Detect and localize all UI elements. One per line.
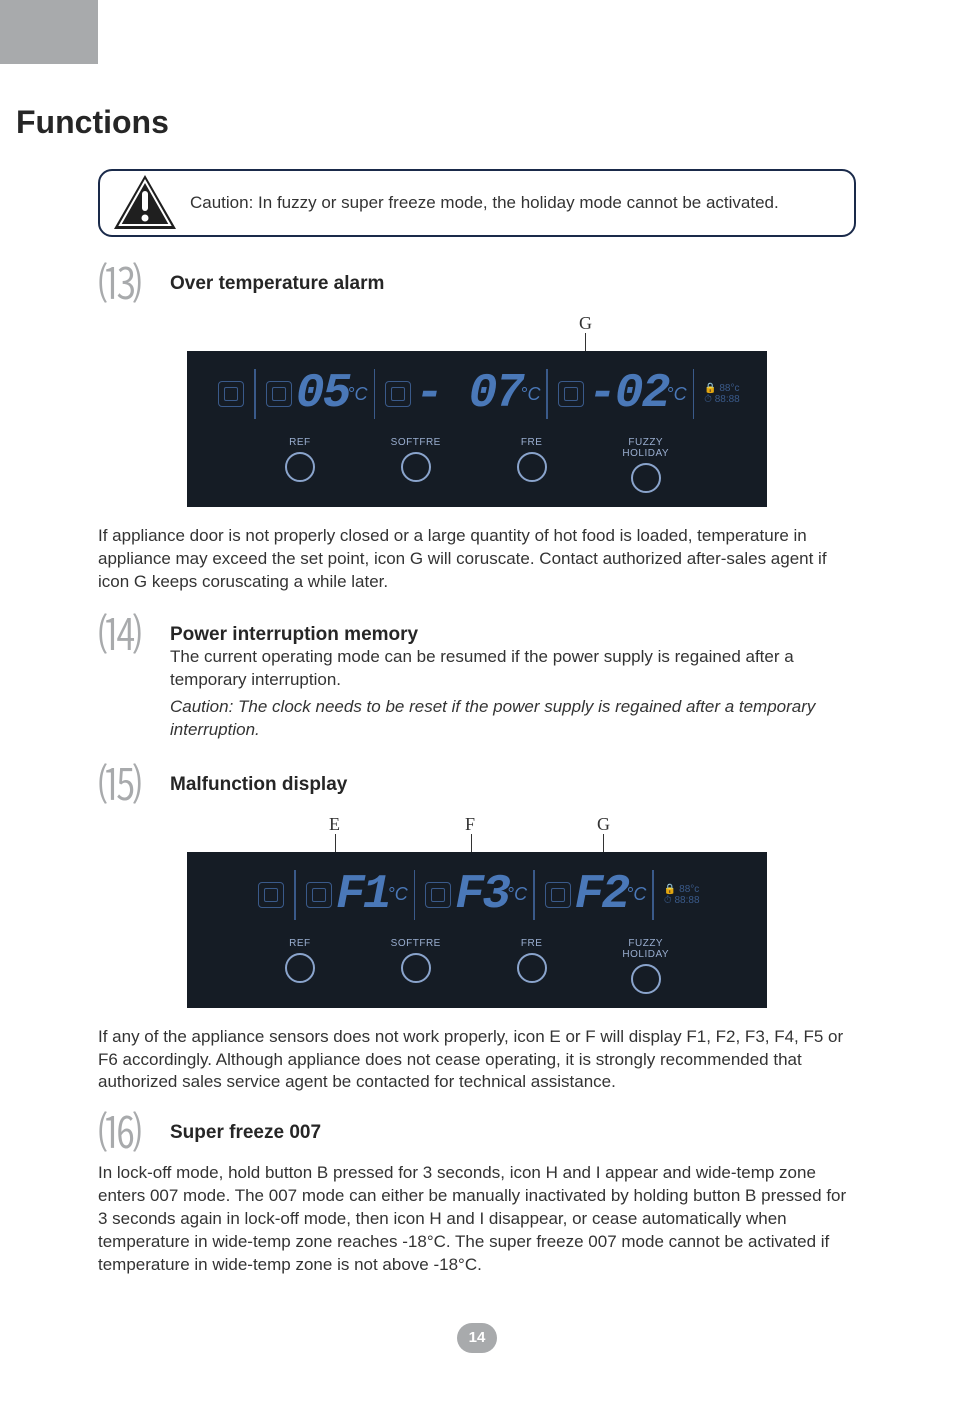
softfre-icon	[385, 381, 411, 407]
section-number-14: ⒁	[98, 614, 170, 658]
fuzzy-holiday-button[interactable]: FUZZY HOLIDAY	[622, 938, 669, 994]
section-body-14: The current operating mode can be resume…	[170, 646, 856, 692]
section-number-15: ⒂	[98, 764, 170, 808]
section-body-15: If any of the appliance sensors does not…	[98, 1026, 856, 1095]
fre-code: F2	[575, 868, 629, 922]
caution-callout: Caution: In fuzzy or super freeze mode, …	[98, 169, 856, 237]
side-b: ⏱	[704, 394, 715, 405]
callout-g: G	[579, 313, 592, 334]
fre-icon	[545, 882, 571, 908]
lock-icon	[258, 882, 284, 908]
warning-icon	[112, 173, 178, 233]
side-a: 🔒	[704, 383, 719, 394]
callout-f: F	[465, 814, 475, 835]
section-heading-13: Over temperature alarm	[170, 263, 384, 295]
softfre-code: F3	[455, 868, 509, 922]
section-number-13: ⒀	[98, 263, 170, 307]
caution-text: Caution: In fuzzy or super freeze mode, …	[190, 193, 779, 212]
ref-temp: 05	[296, 367, 350, 421]
softfre-temp: - 07	[415, 367, 522, 421]
ref-icon	[306, 882, 332, 908]
section-note-14: Caution: The clock needs to be reset if …	[170, 696, 856, 742]
section-body-13: If appliance door is not properly closed…	[98, 525, 856, 594]
section-heading-15: Malfunction display	[170, 764, 347, 796]
fre-button[interactable]: FRE	[517, 437, 547, 493]
softfre-button[interactable]: SOFTFRE	[391, 938, 441, 994]
fre-icon	[558, 381, 584, 407]
section-number-16: ⒃	[98, 1112, 170, 1156]
fuzzy-holiday-button[interactable]: FUZZY HOLIDAY	[622, 437, 669, 493]
control-panel-1: 05°C - 07°C -02°C 🔒 88°c ⏱ 88:88 REF	[187, 351, 767, 507]
fre-temp: -02	[588, 367, 668, 421]
ref-button[interactable]: REF	[285, 437, 315, 493]
section-heading-14: Power interruption memory	[170, 614, 856, 646]
page-title: Functions	[0, 104, 954, 141]
section-body-16: In lock-off mode, hold button B pressed …	[98, 1162, 856, 1277]
softfre-icon	[425, 882, 451, 908]
section-heading-16: Super freeze 007	[170, 1112, 321, 1144]
ref-icon	[266, 381, 292, 407]
page-number: 14	[457, 1323, 497, 1353]
softfre-button[interactable]: SOFTFRE	[391, 437, 441, 493]
callout-g2: G	[597, 814, 610, 835]
fre-button[interactable]: FRE	[517, 938, 547, 994]
header-tab	[0, 0, 98, 64]
callout-e: E	[329, 814, 340, 835]
ref-code: F1	[336, 868, 390, 922]
lock-icon	[218, 381, 244, 407]
control-panel-2: F1°C F3°C F2°C 🔒 88°c ⏱ 88:88 REF	[187, 852, 767, 1008]
ref-button[interactable]: REF	[285, 938, 315, 994]
